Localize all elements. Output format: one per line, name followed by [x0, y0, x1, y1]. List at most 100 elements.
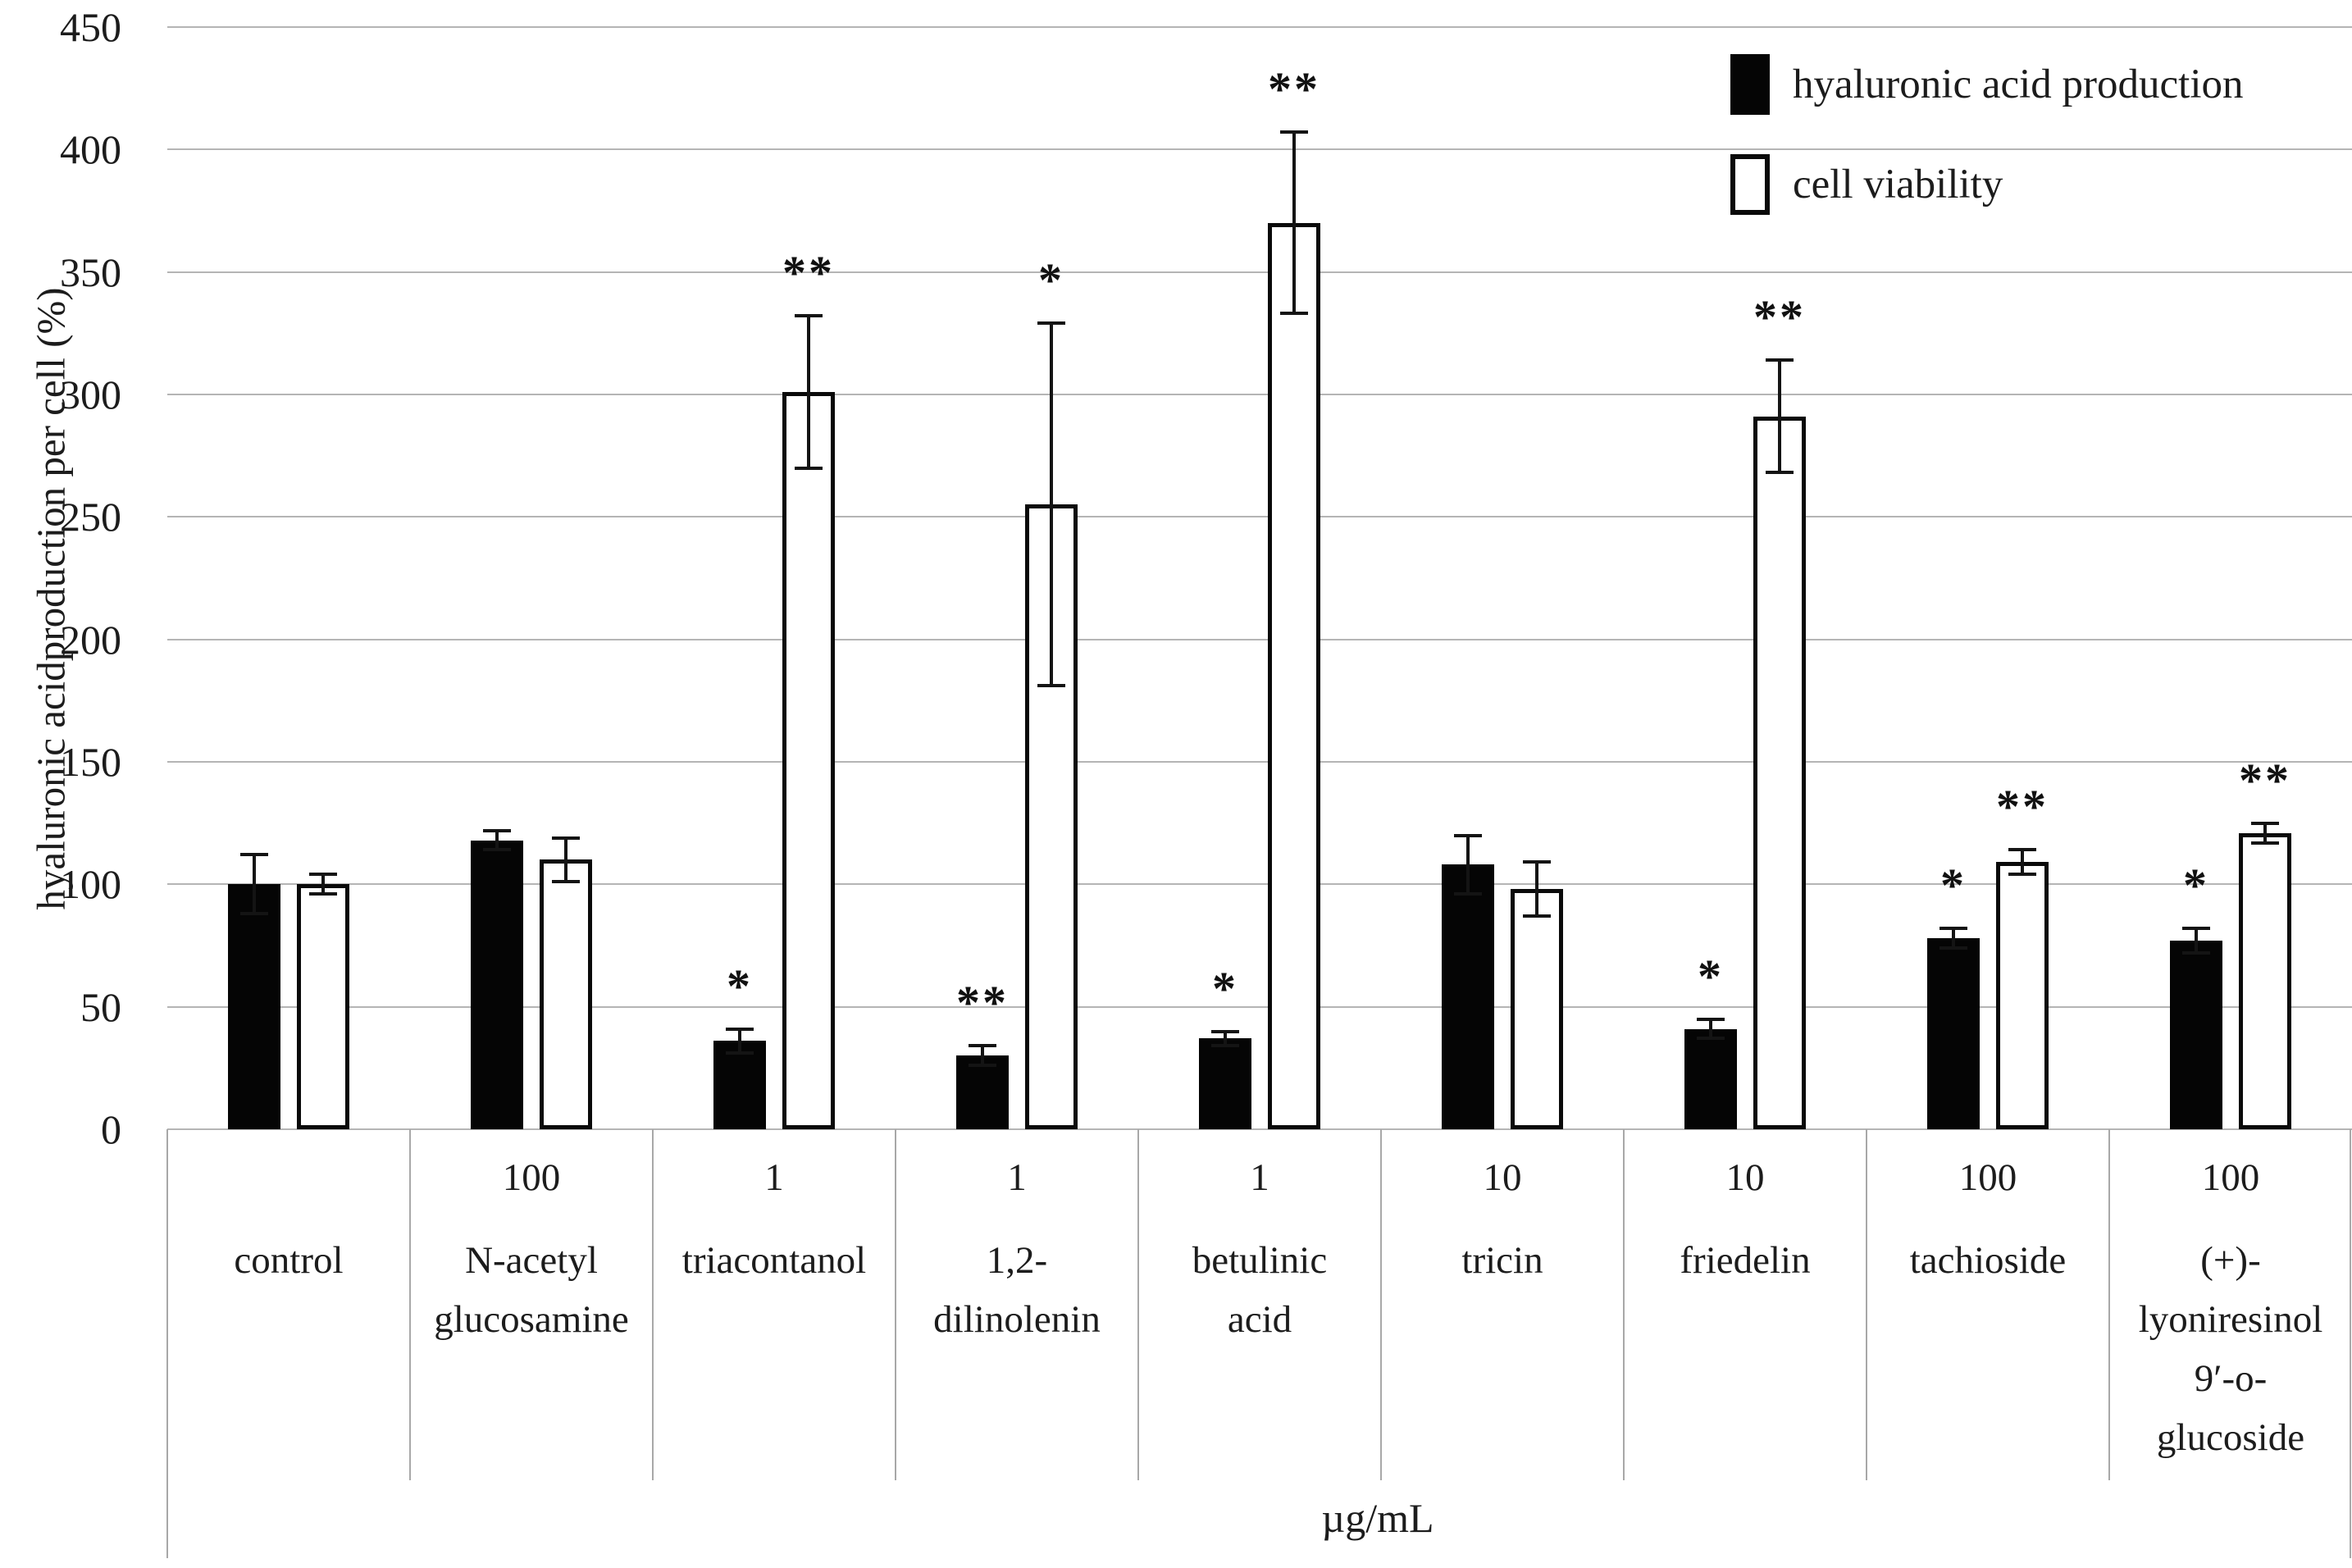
dose-label-8: 100 [1958, 1156, 2017, 1199]
error-bar-line [1050, 323, 1053, 686]
category-label-5-line-2: acid [1227, 1298, 1292, 1341]
dose-label-5: 1 [1250, 1156, 1269, 1199]
error-bar-cap-bottom [726, 1051, 754, 1055]
bar-ha-production-7 [1684, 1028, 1737, 1129]
error-bar-cap-bottom [1939, 946, 1967, 950]
error-bar-line [738, 1028, 741, 1054]
category-label-1-line-1: control [234, 1239, 344, 1282]
significance-mark: ** [2239, 753, 2291, 807]
bar-cell-viability-2 [540, 859, 592, 1129]
table-outer-border [166, 1129, 168, 1558]
category-label-9-line-2: lyoniresinol [2138, 1298, 2323, 1341]
gridline-250 [167, 516, 2352, 518]
y-tick-label-350: 350 [60, 248, 121, 295]
error-bar-line [2195, 928, 2198, 953]
table-column-divider [2108, 1129, 2110, 1480]
legend-swatch-cell-viability [1730, 154, 1770, 215]
error-bar-cap-bottom [1280, 312, 1308, 316]
category-label-8-line-1: tachioside [1909, 1239, 2067, 1282]
error-bar-cap-top [1454, 833, 1482, 837]
bar-ha-production-5 [1199, 1038, 1251, 1129]
error-bar-line [1709, 1019, 1712, 1039]
dose-label-2: 100 [502, 1156, 561, 1199]
bar-ha-production-3 [713, 1041, 766, 1129]
error-bar-cap-top [309, 873, 337, 877]
gridline-450 [167, 25, 2352, 28]
y-tick-label-100: 100 [60, 861, 121, 908]
category-label-4-line-2: dilinolenin [933, 1298, 1101, 1341]
error-bar-line [981, 1046, 984, 1066]
bar-cell-viability-5 [1268, 222, 1320, 1129]
error-bar-cap-bottom [309, 892, 337, 896]
error-bar-cap-top [483, 828, 511, 832]
y-tick-label-300: 300 [60, 371, 121, 417]
error-bar-line [321, 874, 325, 895]
gridline-400 [167, 148, 2352, 151]
error-bar-line [564, 837, 567, 882]
bar-cell-viability-3 [782, 391, 835, 1129]
gridline-0 [167, 1128, 2352, 1130]
error-bar-cap-top [240, 853, 268, 857]
gridline-150 [167, 760, 2352, 763]
error-bar-cap-bottom [2008, 873, 2036, 877]
significance-mark: ** [1996, 780, 2049, 834]
error-bar-cap-bottom [969, 1064, 996, 1068]
significance-mark: ** [956, 976, 1009, 1030]
category-label-6-line-1: tricin [1461, 1239, 1543, 1282]
error-bar-cap-top [1037, 321, 1065, 326]
y-tick-label-200: 200 [60, 616, 121, 663]
error-bar-cap-top [726, 1027, 754, 1031]
category-label-4-line-1: 1,2- [986, 1239, 1048, 1282]
bar-cell-viability-6 [1511, 889, 1563, 1129]
error-bar-line [1292, 132, 1296, 314]
y-tick-label-0: 0 [101, 1106, 121, 1152]
error-bar-cap-top [2251, 821, 2279, 825]
error-bar-cap-bottom [1211, 1044, 1239, 1048]
category-label-2-line-1: N-acetyl [465, 1239, 598, 1282]
table-column-divider [1866, 1129, 1867, 1480]
gridline-50 [167, 1005, 2352, 1008]
significance-mark: * [1940, 859, 1967, 913]
significance-mark: * [1038, 253, 1064, 308]
category-label-9-line-1: (+)- [2200, 1239, 2261, 1282]
error-bar-line [1535, 862, 1538, 917]
error-bar-line [495, 830, 499, 850]
significance-mark: * [1212, 961, 1238, 1015]
category-label-9-line-4: glucoside [2156, 1416, 2305, 1459]
gridline-300 [167, 393, 2352, 395]
error-bar-cap-bottom [1766, 471, 1794, 475]
error-bar-cap-top [1939, 927, 1967, 931]
table-column-divider [1137, 1129, 1139, 1480]
error-bar-cap-top [1280, 130, 1308, 134]
bar-ha-production-2 [471, 840, 523, 1129]
error-bar-cap-top [2008, 848, 2036, 852]
error-bar-cap-top [969, 1044, 996, 1048]
category-label-2-line-2: glucosamine [434, 1298, 629, 1341]
bar-ha-production-6 [1442, 864, 1494, 1129]
y-tick-label-400: 400 [60, 126, 121, 173]
significance-mark: * [727, 959, 753, 1013]
error-bar-cap-top [795, 314, 823, 318]
table-column-divider [652, 1129, 654, 1480]
bar-cell-viability-8 [1996, 862, 2049, 1129]
bar-ha-production-9 [2170, 941, 2222, 1129]
x-axis-unit-label: µg/mL [1321, 1495, 1434, 1541]
error-bar-cap-bottom [2182, 950, 2210, 955]
y-tick-label-50: 50 [80, 983, 121, 1030]
error-bar-line [1466, 835, 1470, 895]
dose-label-4: 1 [1007, 1156, 1027, 1199]
error-bar-cap-bottom [1454, 892, 1482, 896]
error-bar-line [2263, 823, 2267, 843]
significance-mark: * [2183, 859, 2209, 913]
category-label-3-line-1: triacontanol [681, 1239, 867, 1282]
error-bar-cap-bottom [1523, 914, 1551, 918]
table-column-divider [895, 1129, 896, 1480]
table-outer-border [2350, 1129, 2351, 1558]
table-column-divider [1623, 1129, 1625, 1480]
error-bar-cap-bottom [2251, 841, 2279, 845]
significance-mark: ** [782, 246, 835, 300]
bar-cell-viability-7 [1753, 416, 1806, 1129]
error-bar-line [1778, 360, 1781, 473]
bar-ha-production-1 [228, 884, 280, 1129]
bar-cell-viability-9 [2239, 832, 2291, 1129]
